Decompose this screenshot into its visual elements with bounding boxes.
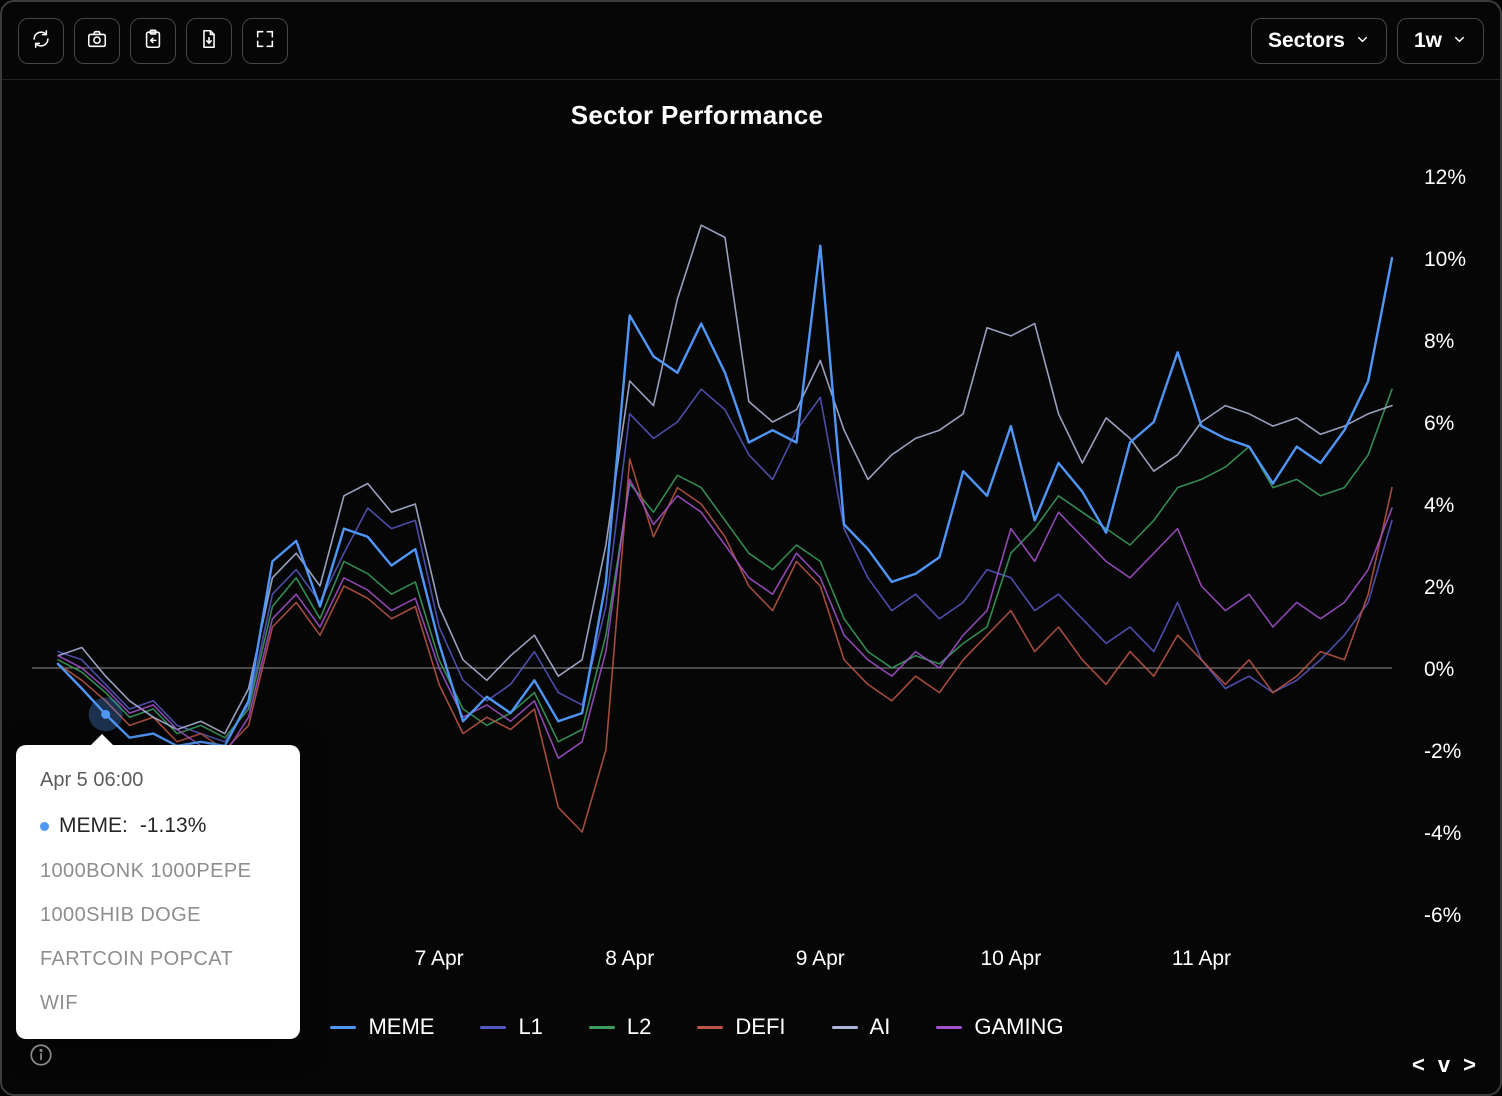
x-tick-label: 7 Apr (415, 947, 464, 970)
copy-button[interactable] (130, 17, 176, 64)
series-line-l1 (57, 388, 1393, 743)
chart-title: Sector Performance (570, 100, 824, 130)
series-line-meme (56, 244, 1394, 748)
legend-swatch (831, 1025, 858, 1029)
toolbar-icon-group (18, 17, 288, 64)
legend-label: L1 (518, 1014, 543, 1039)
legend-item-gaming[interactable]: GAMING (936, 1014, 1064, 1040)
tooltip-components-line: WIF (40, 992, 78, 1014)
legend-label: DEFI (735, 1014, 786, 1039)
legend-swatch (480, 1025, 507, 1029)
info-icon[interactable] (28, 1042, 54, 1068)
chart-tooltip: Apr 5 06:00 MEME: -1.13% 1000BONK 1000PE… (16, 734, 300, 1039)
y-tick-label: 12% (1424, 166, 1466, 189)
screenshot-button[interactable] (74, 17, 120, 64)
chart-legend: MEME L1 L2 DEFI AI GAMING (2, 1014, 1392, 1040)
collapse-button[interactable]: v (1437, 1052, 1451, 1077)
tooltip-components-line: FARTCOIN POPCAT (40, 948, 234, 970)
legend-label: L2 (626, 1014, 652, 1039)
fullscreen-button[interactable] (242, 17, 288, 64)
x-tick-label: 10 Apr (980, 947, 1041, 970)
tooltip-components-line: 1000BONK 1000PEPE (40, 860, 252, 882)
tooltip-series-value: -1.13% (139, 814, 207, 837)
camera-icon (86, 28, 108, 53)
legend-item-meme[interactable]: MEME (330, 1014, 434, 1040)
pan-right-button[interactable]: > (1463, 1052, 1476, 1077)
y-tick-label: 8% (1424, 330, 1454, 353)
pan-controls: < v > (1412, 1054, 1476, 1076)
file-download-icon (198, 28, 220, 53)
toolbar-right-group: Sectors 1w (1250, 17, 1484, 64)
y-tick-label: 0% (1424, 658, 1454, 681)
toolbar: Sectors 1w (2, 2, 1500, 80)
y-tick-label: 6% (1424, 412, 1454, 435)
x-tick-label: 9 Apr (796, 947, 845, 970)
fullscreen-icon (254, 28, 276, 53)
y-tick-label: 4% (1424, 494, 1454, 517)
legend-swatch (330, 1025, 357, 1029)
legend-label: AI (869, 1014, 891, 1039)
sectors-dropdown[interactable]: Sectors (1250, 17, 1387, 64)
x-tick-label: 8 Apr (605, 947, 654, 970)
tooltip-components-line: 1000SHIB DOGE (40, 904, 201, 926)
series-dot (40, 821, 49, 831)
y-tick-label: 10% (1424, 248, 1466, 271)
refresh-icon (30, 28, 52, 53)
refresh-button[interactable] (18, 17, 64, 64)
legend-swatch (936, 1025, 963, 1029)
legend-item-l1[interactable]: L1 (480, 1014, 543, 1040)
pan-left-button[interactable]: < (1412, 1052, 1425, 1077)
series-line-gaming (57, 478, 1393, 760)
tooltip-series-label: MEME: (59, 814, 128, 837)
legend-swatch (697, 1025, 724, 1029)
legend-label: MEME (368, 1014, 435, 1039)
chevron-down-icon (1355, 29, 1370, 53)
legend-swatch (588, 1025, 615, 1029)
x-tick-label: 11 Apr (1172, 947, 1231, 970)
legend-item-ai[interactable]: AI (831, 1014, 891, 1040)
legend-item-l2[interactable]: L2 (588, 1014, 652, 1040)
series-line-ai (57, 224, 1393, 735)
tooltip-timestamp: Apr 5 06:00 (40, 769, 144, 791)
legend-label: GAMING (974, 1014, 1064, 1039)
tooltip-series-row: MEME: -1.13% (40, 814, 276, 838)
series-line-defi (57, 458, 1393, 833)
timeframe-dropdown[interactable]: 1w (1396, 17, 1484, 64)
clipboard-arrow-icon (142, 28, 164, 53)
y-tick-label: -2% (1424, 740, 1461, 763)
series-line-l2 (57, 388, 1393, 743)
sectors-dropdown-label: Sectors (1267, 28, 1345, 52)
legend-item-defi[interactable]: DEFI (697, 1014, 786, 1040)
y-tick-label: -4% (1424, 822, 1461, 845)
y-tick-label: 2% (1424, 576, 1454, 599)
export-button[interactable] (186, 17, 232, 64)
timeframe-dropdown-label: 1w (1413, 28, 1442, 52)
chevron-down-icon (1452, 29, 1467, 53)
highlight-point (101, 709, 111, 719)
y-tick-label: -6% (1424, 904, 1461, 927)
